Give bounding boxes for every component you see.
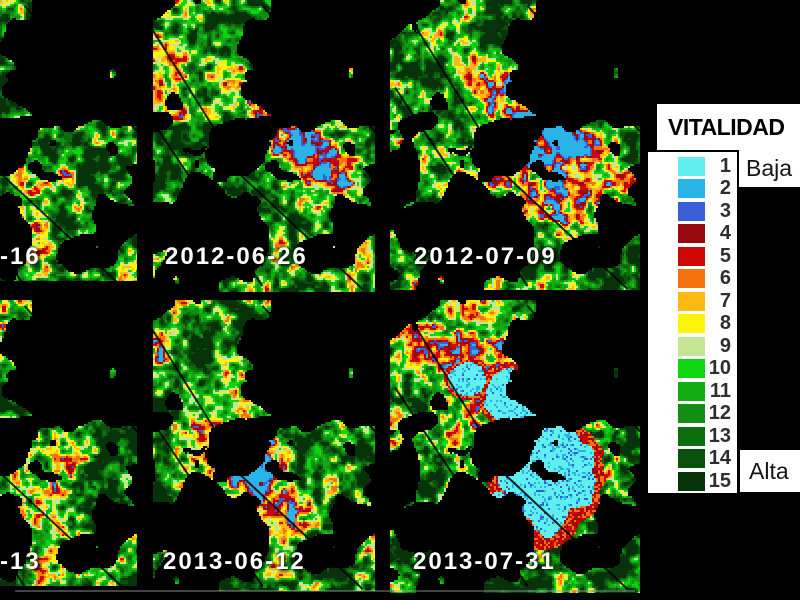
legend-title: VITALIDAD bbox=[668, 113, 785, 140]
legend-class-row-15: 15 bbox=[648, 470, 737, 493]
legend-class-row-1: 1 bbox=[648, 155, 737, 178]
legend-class-row-4: 4 bbox=[648, 222, 737, 246]
legend-class-number-1: 1 bbox=[719, 154, 731, 177]
map-date-label-1: -16 bbox=[0, 243, 41, 270]
legend-class-row-9: 9 bbox=[648, 335, 737, 358]
legend-class-number-9: 9 bbox=[719, 334, 731, 357]
legend-class-row-14: 14 bbox=[648, 447, 737, 471]
legend-color-swatch-12 bbox=[678, 404, 705, 424]
legend-class-row-10: 10 bbox=[648, 357, 737, 381]
legend-color-swatch-9 bbox=[678, 336, 705, 356]
legend-high-label: Alta bbox=[749, 457, 789, 484]
legend-class-number-15: 15 bbox=[708, 469, 731, 492]
legend-low-label-box: Baja bbox=[739, 150, 800, 187]
panel-bottom-edge-line bbox=[15, 590, 635, 592]
map-date-label-3: 2012-07-09 bbox=[414, 243, 557, 270]
map-date-label-6: 2013-07-31 bbox=[413, 548, 556, 575]
map-panel-4: -13 bbox=[0, 300, 137, 586]
legend-class-number-11: 11 bbox=[709, 379, 731, 402]
legend-title-box: VITALIDAD bbox=[657, 104, 800, 150]
legend-color-swatch-11 bbox=[678, 381, 705, 401]
legend-class-number-5: 5 bbox=[719, 244, 731, 267]
legend-class-number-8: 8 bbox=[719, 312, 731, 335]
legend-color-swatch-4 bbox=[678, 224, 705, 244]
legend-class-row-11: 11 bbox=[648, 380, 737, 403]
legend-class-number-7: 7 bbox=[719, 289, 731, 312]
legend-class-number-6: 6 bbox=[719, 267, 731, 290]
satellite-vitality-map-1 bbox=[0, 0, 137, 281]
legend-class-row-12: 12 bbox=[648, 402, 737, 426]
legend-color-swatch-7 bbox=[678, 291, 705, 311]
satellite-vitality-map-2 bbox=[153, 0, 375, 292]
satellite-vitality-map-3 bbox=[390, 0, 640, 290]
legend-class-number-10: 10 bbox=[708, 357, 731, 380]
legend-class-row-7: 7 bbox=[648, 290, 737, 313]
legend-class-row-2: 2 bbox=[648, 177, 737, 201]
satellite-vitality-map-5 bbox=[153, 300, 375, 591]
legend-color-swatch-2 bbox=[678, 179, 705, 199]
legend-color-swatch-15 bbox=[678, 471, 705, 491]
legend-color-swatch-8 bbox=[678, 314, 705, 334]
legend-scale: 1 2 3 4 5 6 7 8 9 10 11 12 13 14 15 bbox=[648, 152, 737, 493]
legend-low-label: Baja bbox=[746, 155, 793, 181]
legend-high-label-box: Alta bbox=[740, 450, 800, 492]
legend-class-number-12: 12 bbox=[708, 402, 731, 425]
legend-class-number-4: 4 bbox=[719, 222, 731, 245]
legend-class-number-13: 13 bbox=[708, 424, 731, 447]
legend-class-number-14: 14 bbox=[708, 447, 731, 470]
map-panel-5: 2013-06-12 bbox=[153, 300, 375, 591]
legend-color-swatch-3 bbox=[678, 201, 705, 221]
legend-color-swatch-5 bbox=[678, 246, 705, 266]
map-panel-1: -16 bbox=[0, 0, 137, 281]
satellite-vitality-map-4 bbox=[0, 300, 137, 586]
map-panel-6: 2013-07-31 bbox=[390, 300, 640, 593]
legend-class-row-5: 5 bbox=[648, 245, 737, 268]
legend-color-swatch-6 bbox=[678, 269, 705, 289]
map-panel-2: 2012-06-26 bbox=[153, 0, 375, 292]
map-date-label-4: -13 bbox=[0, 548, 41, 575]
map-date-label-2: 2012-06-26 bbox=[165, 243, 308, 270]
legend-color-swatch-14 bbox=[678, 449, 705, 469]
legend-color-swatch-10 bbox=[678, 359, 705, 379]
legend-class-row-3: 3 bbox=[648, 200, 737, 223]
legend-color-swatch-1 bbox=[678, 156, 705, 176]
map-date-label-5: 2013-06-12 bbox=[163, 548, 306, 575]
legend-color-swatch-13 bbox=[678, 426, 705, 446]
legend-class-number-3: 3 bbox=[719, 199, 731, 222]
legend-class-row-8: 8 bbox=[648, 312, 737, 336]
map-panel-3: 2012-07-09 bbox=[390, 0, 640, 290]
satellite-vitality-map-6 bbox=[390, 300, 640, 593]
legend-class-row-13: 13 bbox=[648, 425, 737, 448]
legend-class-row-6: 6 bbox=[648, 267, 737, 291]
legend-class-number-2: 2 bbox=[719, 177, 731, 200]
